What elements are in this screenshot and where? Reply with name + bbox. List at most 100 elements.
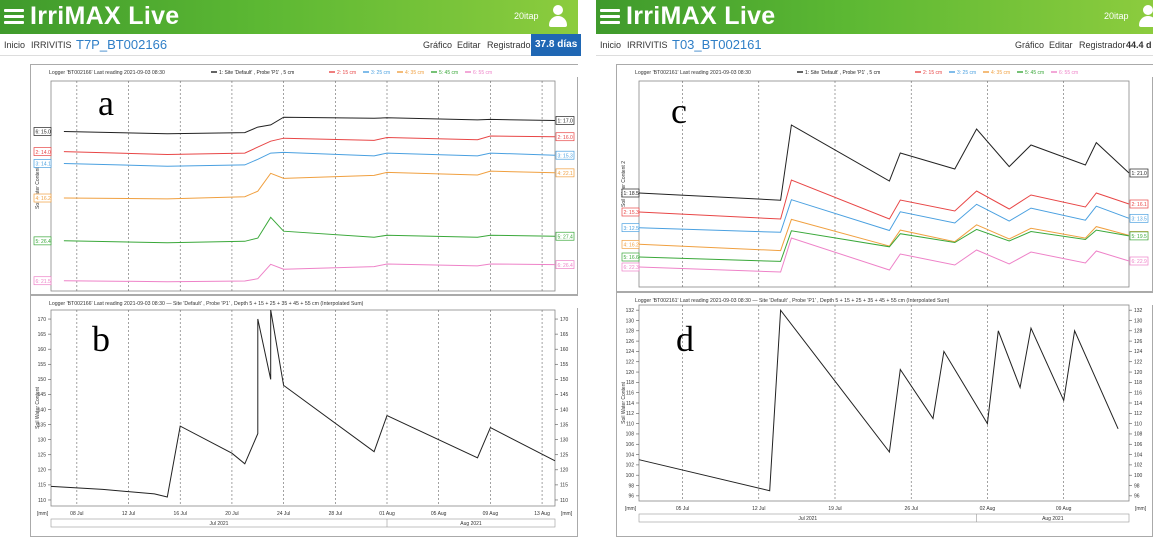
tab-edit[interactable]: Editar — [1049, 40, 1073, 50]
series-tag-left-text: 6: 22.3 — [624, 265, 640, 271]
legend-label: 6: 55 cm — [1059, 70, 1078, 76]
y-tick-label-left: 104 — [626, 452, 635, 458]
nav-home-link[interactable]: Inicio — [4, 40, 26, 50]
nav-logger-link[interactable]: T03_BT002161 — [672, 37, 762, 52]
legend-label: 2: 15 cm — [337, 70, 356, 76]
series-line — [63, 263, 556, 283]
series-tag-right — [555, 150, 575, 160]
series-tag-right — [555, 260, 575, 269]
series-tag-right — [1129, 199, 1149, 209]
y-tick-label-left: 112 — [626, 411, 634, 417]
y-tick-label-left: 135 — [38, 422, 47, 428]
series-line — [638, 228, 1130, 262]
y-axis-label: Soil Water Content 2 — [35, 163, 41, 209]
tab-recorder[interactable]: Registrador — [487, 40, 534, 50]
y-tick-label-left: 160 — [38, 347, 47, 353]
series-line — [638, 199, 1130, 233]
hamburger-menu-icon[interactable] — [4, 6, 24, 26]
y-tick-label-left: 108 — [626, 432, 635, 438]
y-tick-label-left: 130 — [38, 437, 47, 443]
screenshot-panel-left: IrriMAX Live 20itap Inicio IRRIVITIS T7P… — [0, 0, 582, 537]
y-tick-label-left: 98 — [628, 483, 634, 489]
series-tag-left-text: 6: 15.0 — [36, 130, 52, 136]
series-tag-right-text: 3: 13.5 — [1132, 217, 1148, 223]
y-tick-label-right: 125 — [560, 453, 569, 459]
user-avatar-icon[interactable] — [1138, 5, 1153, 29]
multi-depth-chart-svg: Logger 'BT002161' Last reading 2021-09-0… — [617, 65, 1153, 288]
y-tick-label-left: 116 — [626, 390, 634, 396]
series-tag-left — [621, 252, 640, 262]
y-tick-label-left: 100 — [626, 473, 635, 479]
tab-chart[interactable]: Gráfico — [423, 40, 453, 50]
panel-label-c: c — [671, 91, 687, 131]
month-axis-band — [638, 513, 1130, 523]
y-tick-label-right: 150 — [560, 377, 569, 383]
chart-header-bg — [31, 296, 579, 308]
screenshot-panel-right: IrriMAX Live 20itap Inicio IRRIVITIS T03… — [596, 0, 1153, 537]
series-tag-right-text: 5: 19.5 — [1132, 234, 1148, 240]
series-line — [638, 124, 1130, 201]
y-tick-label-right: 130 — [560, 437, 569, 443]
top-chart-a: Logger 'BT002166' Last reading 2021-09-0… — [30, 64, 579, 295]
tab-edit[interactable]: Editar — [457, 40, 481, 50]
series-tag-left-text: 5: 26.4 — [36, 239, 52, 245]
x-tick-label: 09 Aug — [1056, 506, 1072, 512]
series-tag-left — [621, 262, 640, 272]
tab-chart[interactable]: Gráfico — [1015, 40, 1045, 50]
user-avatar-icon[interactable] — [548, 5, 568, 29]
y-tick-label-right: 96 — [1134, 494, 1140, 500]
plot-area — [50, 309, 556, 507]
y-tick-label-right: 116 — [1134, 390, 1142, 396]
nav-logger-link[interactable]: T7P_BT002166 — [76, 37, 168, 52]
chart-header-bg — [617, 65, 1153, 77]
legend-label: 3: 25 cm — [371, 70, 390, 76]
x-tick-label: 26 Jul — [905, 506, 918, 512]
legend-label: 1: Site 'Default' , Probe 'P1' , 5 cm — [805, 70, 880, 76]
series-tag-right — [1129, 168, 1149, 178]
tab-recorder[interactable]: Registrador — [1079, 40, 1126, 50]
days-badge[interactable]: 37.8 días — [531, 34, 582, 56]
series-tag-left — [33, 193, 52, 203]
sum-chart-svg: Logger 'BT002166' Last reading 2021-09-0… — [31, 296, 579, 528]
y-tick-label-right: 120 — [560, 468, 569, 474]
series-tag-right-text: 4: 22.1 — [558, 171, 574, 177]
y-tick-label-left: 124 — [626, 349, 635, 355]
plot-area — [638, 304, 1130, 502]
x-tick-label: 12 Jul — [122, 511, 135, 517]
app-title: IrriMAX Live — [30, 2, 180, 30]
username[interactable]: 20itap — [1104, 11, 1129, 21]
y-tick-label-right: 135 — [560, 422, 569, 428]
series-tag-right-text: 3: 15.3 — [558, 153, 574, 159]
y-axis-label: Soil Water Content — [621, 382, 627, 424]
series-line — [638, 237, 1130, 273]
nav-site-link[interactable]: IRRIVITIS — [31, 40, 72, 50]
nav-home-link[interactable]: Inicio — [600, 40, 622, 50]
username[interactable]: 20itap — [514, 11, 539, 21]
legend-label: 4: 35 cm — [991, 70, 1010, 76]
y-tick-label-right: 122 — [1134, 360, 1143, 366]
y-tick-label-right: 155 — [560, 362, 569, 368]
series-line — [638, 308, 1119, 492]
bottom-chart-d: Logger 'BT002161' Last reading 2021-09-0… — [616, 292, 1153, 537]
series-line — [63, 151, 556, 167]
panel-label-d: d — [676, 319, 694, 359]
app-header-bar: IrriMAX Live 20itap — [0, 0, 578, 34]
nav-site-link[interactable]: IRRIVITIS — [627, 40, 668, 50]
series-tag-left — [33, 159, 52, 168]
legend-label: 6: 55 cm — [473, 70, 492, 76]
x-tick-label: 19 Jul — [828, 506, 841, 512]
y-tick-label-left: 102 — [626, 463, 635, 469]
x-tick-label: 05 Aug — [431, 511, 447, 517]
y-tick-label-left: 128 — [626, 329, 635, 335]
series-tag-right — [555, 132, 575, 142]
y-tick-label-left: 115 — [38, 483, 46, 489]
month-label: Aug 2021 — [460, 521, 482, 527]
days-badge[interactable]: 44.4 d — [1126, 40, 1152, 50]
x-tick-label: 24 Jul — [277, 511, 290, 517]
y-tick-label-right: 106 — [1134, 442, 1143, 448]
y-tick-label-right: 130 — [1134, 318, 1143, 324]
series-tag-right-text: 6: 22.9 — [1132, 259, 1148, 265]
hamburger-menu-icon[interactable] — [600, 6, 620, 26]
x-unit-label-left: [mm] — [625, 506, 637, 512]
series-tag-right-text: 1: 21.0 — [1132, 171, 1148, 177]
